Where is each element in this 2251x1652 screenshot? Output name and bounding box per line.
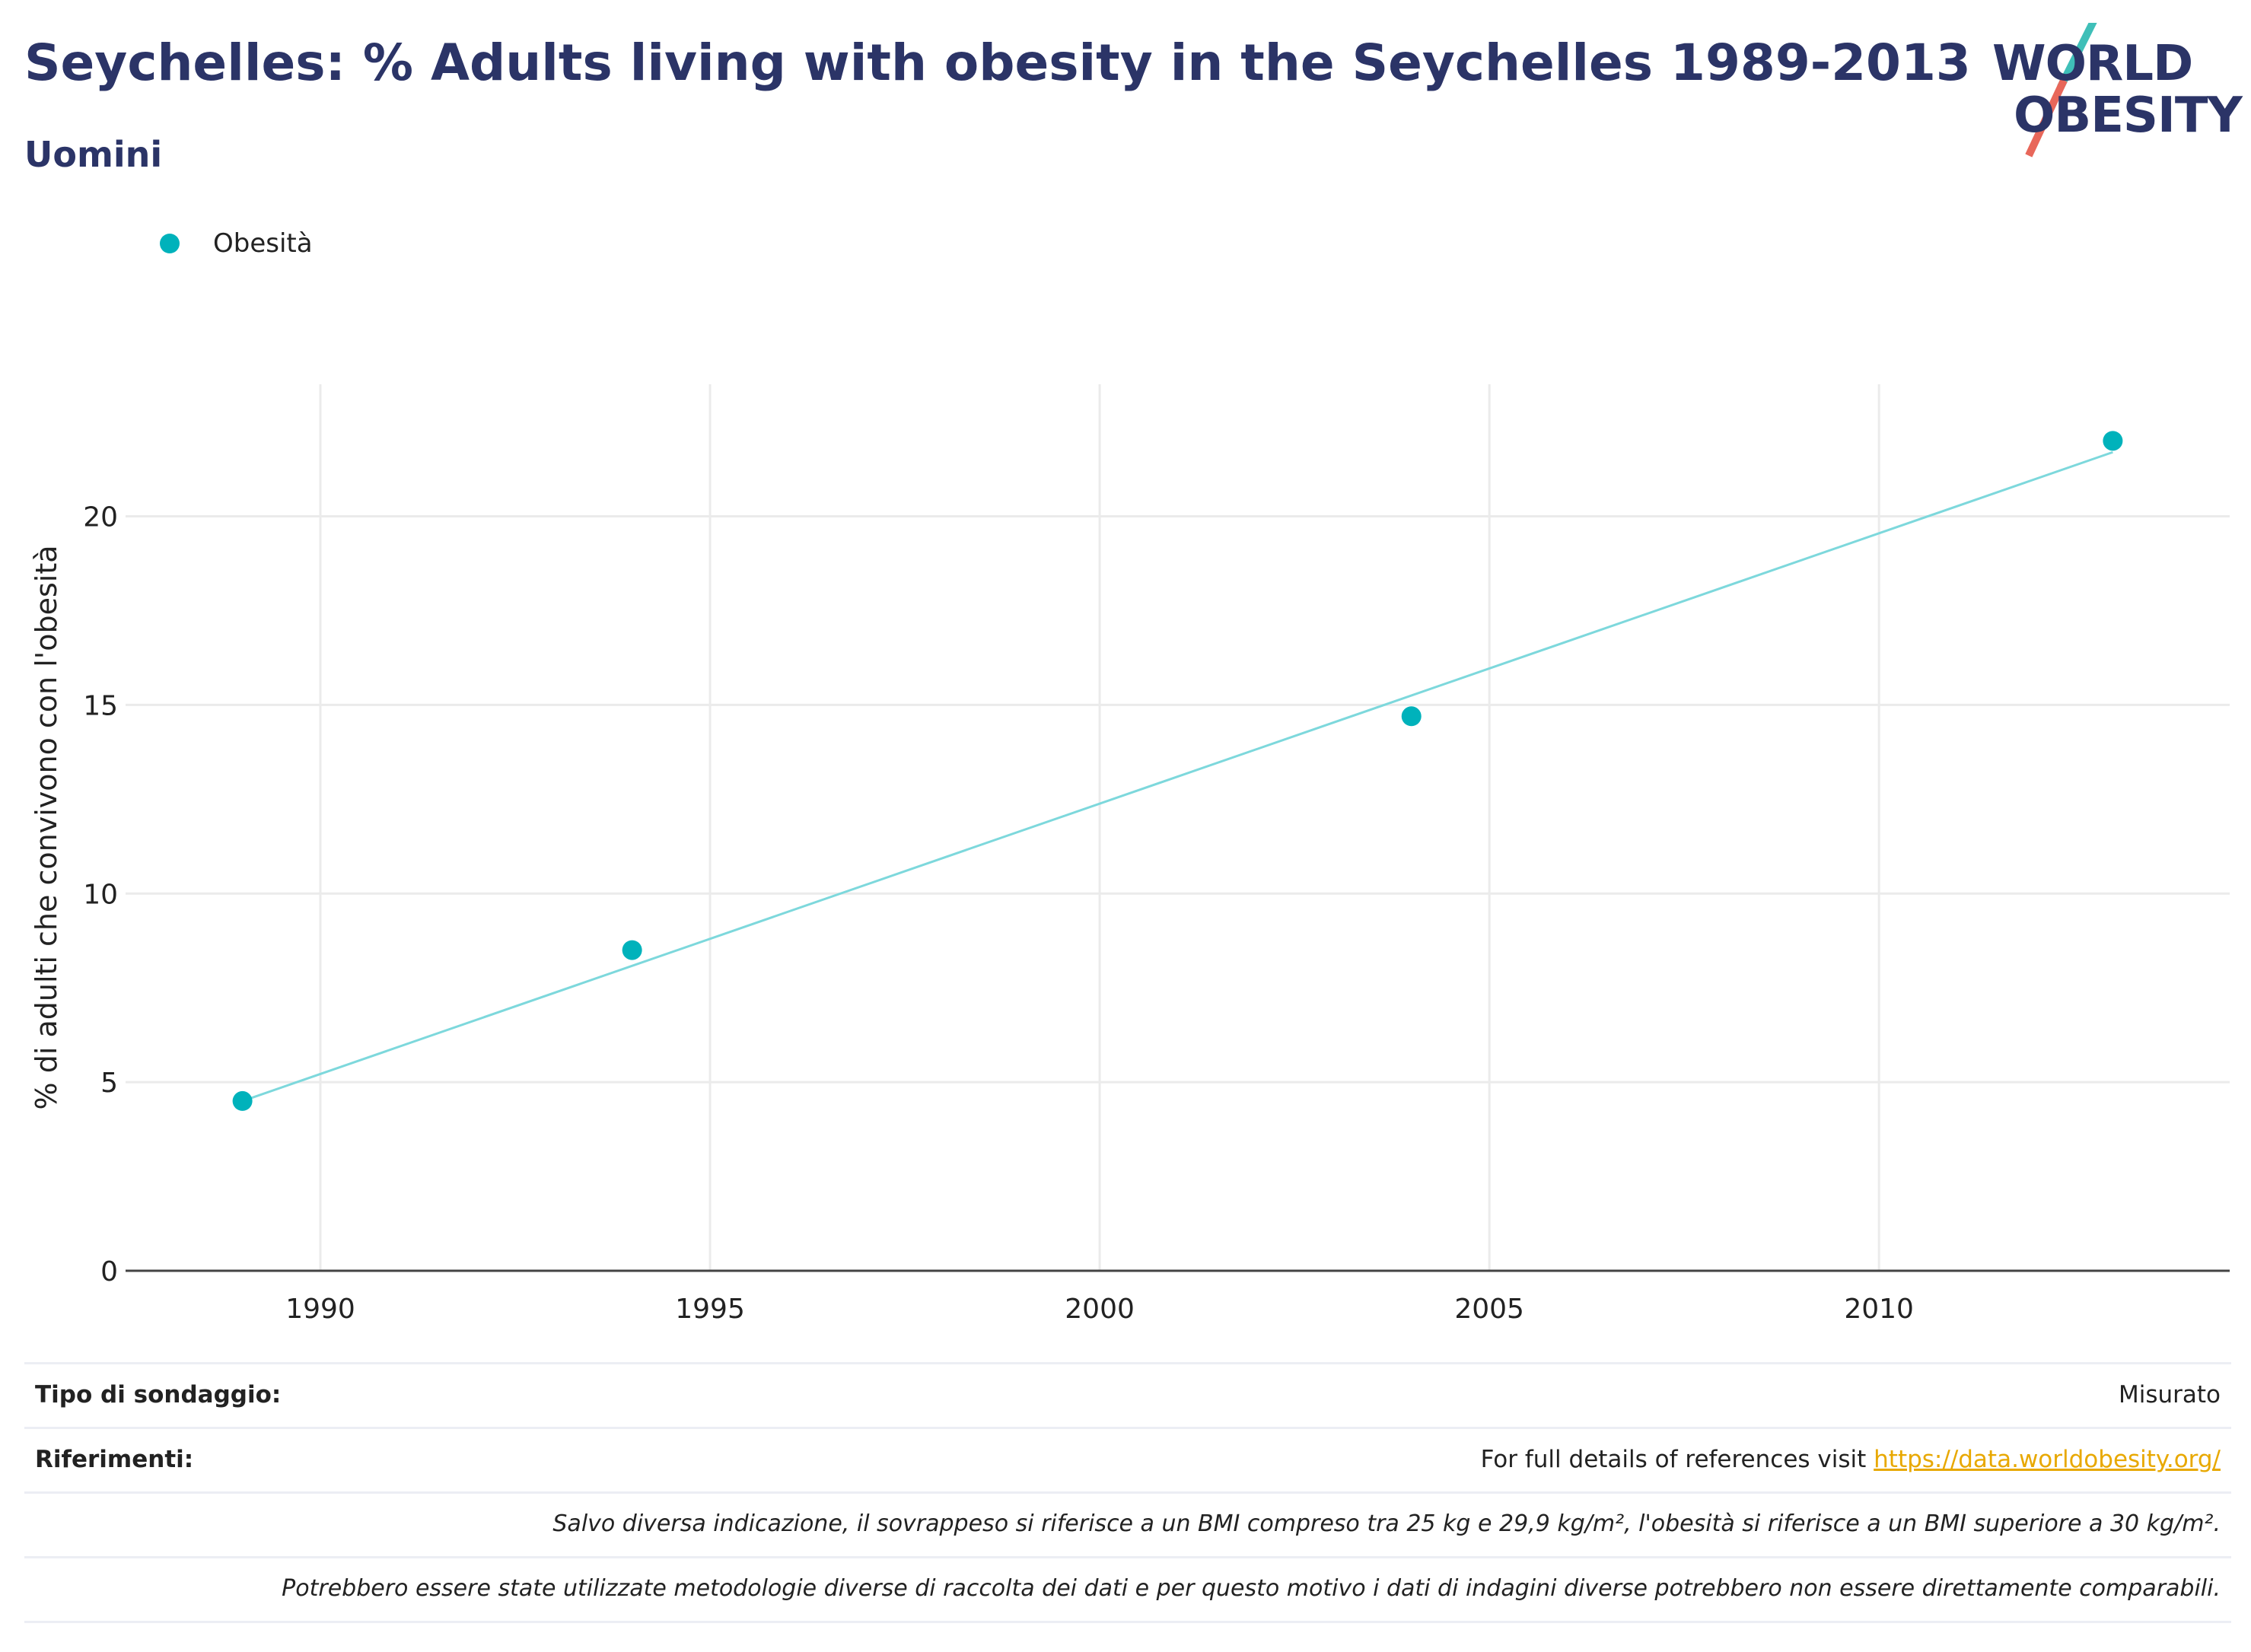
logo-word-obesity: OBESITY [2014,88,2243,144]
references-link[interactable]: https://data.worldobesity.org/ [1874,1446,2221,1473]
data-point [622,940,642,960]
data-point [1401,706,1422,727]
references-text: For full details of references visit [1480,1446,1874,1473]
y-tick-label: 20 [83,502,118,533]
survey-type-label: Tipo di sondaggio: [35,1381,282,1408]
footer-row-references: Riferimenti: For full details of referen… [24,1427,2231,1491]
references-label: Riferimenti: [35,1446,194,1473]
data-point [232,1090,253,1111]
x-tick-label: 2005 [1454,1294,1524,1325]
y-axis-title: % di adulti che convivono con l'obesità [30,546,63,1110]
world-obesity-logo: WORLD OBESITY [1986,23,2243,160]
trend-line [242,450,2113,1103]
survey-type-value: Misurato [2118,1381,2221,1408]
chart-subtitle: Uomini [24,134,163,175]
bmi-note: Salvo diversa indicazione, il sovrappeso… [552,1510,2221,1537]
chart-plot: 1990 1995 2000 2005 2010 0 5 10 15 20 % di adulti … [30,384,2230,1325]
logo-slash-icon [2025,23,2097,158]
footer-table: Tipo di sondaggio: Misurato Riferimenti:… [24,1362,2231,1623]
y-tick-label: 15 [83,690,118,721]
x-tick-label: 1995 [675,1294,745,1325]
footer-row-note-methods: Potrebbero essere state utilizzate metod… [24,1556,2231,1623]
logo-word-world: WORLD [1992,36,2193,92]
methods-note: Potrebbero essere state utilizzate metod… [282,1575,2221,1602]
legend-label: Obesità [213,228,313,259]
footer-row-survey: Tipo di sondaggio: Misurato [24,1362,2231,1427]
footer-row-note-bmi: Salvo diversa indicazione, il sovrappeso… [24,1491,2231,1556]
x-tick-label: 1990 [285,1294,355,1325]
data-point [2103,431,2123,451]
x-tick-label: 2010 [1844,1294,1914,1325]
y-tick-label: 5 [100,1068,118,1099]
x-tick-label: 2000 [1065,1294,1135,1325]
legend-marker [160,234,180,253]
y-tick-label: 10 [83,879,118,910]
y-tick-label: 0 [100,1256,118,1288]
legend[interactable]: Obesità [160,228,313,259]
references-value: For full details of references visit htt… [1481,1446,2221,1473]
chart-title: Seychelles: % Adults living with obesity… [24,33,1971,92]
